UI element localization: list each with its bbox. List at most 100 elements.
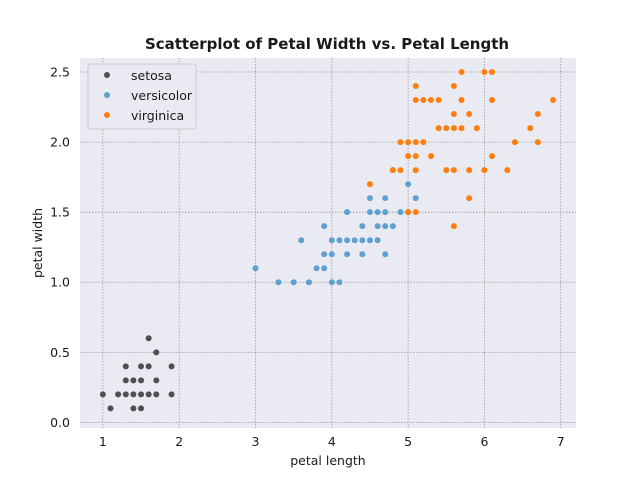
point-versicolor [305,279,312,286]
point-virginica [405,209,412,216]
point-versicolor [374,209,381,216]
point-versicolor [382,195,389,202]
point-virginica [489,153,496,160]
point-versicolor [397,209,404,216]
point-virginica [389,167,396,174]
y-tick-label: 2.0 [50,135,70,150]
point-versicolor [252,265,259,272]
point-versicolor [336,237,343,244]
point-setosa [122,391,129,398]
point-virginica [412,167,419,174]
point-versicolor [313,265,320,272]
legend-label-virginica: virginica [131,108,184,123]
point-virginica [450,167,457,174]
point-setosa [122,377,129,384]
point-versicolor [366,237,373,244]
x-tick-label: 1 [99,434,107,449]
point-virginica [366,181,373,188]
point-setosa [107,405,114,412]
legend-label-setosa: setosa [131,68,172,83]
point-versicolor [351,237,358,244]
point-virginica [397,139,404,146]
legend: setosa versicolor virginica [87,63,197,130]
point-versicolor [344,237,351,244]
point-setosa [130,405,137,412]
point-versicolor [366,209,373,216]
point-virginica [511,139,518,146]
point-versicolor [359,237,366,244]
x-tick-label: 4 [328,434,336,449]
point-virginica [428,97,435,104]
point-versicolor [374,223,381,230]
legend-marker-versicolor [104,92,110,98]
point-virginica [534,139,541,146]
point-virginica [428,153,435,160]
point-virginica [458,125,465,132]
point-versicolor [359,223,366,230]
point-virginica [450,125,457,132]
point-versicolor [382,223,389,230]
point-versicolor [389,223,396,230]
point-virginica [412,139,419,146]
point-setosa [168,391,175,398]
point-virginica [405,153,412,160]
x-tick-label: 2 [175,434,183,449]
point-setosa [153,391,160,398]
point-versicolor [328,251,335,258]
point-setosa [145,391,152,398]
point-versicolor [344,209,351,216]
y-axis-ticks: 0.0 0.5 1.0 1.5 2.0 2.5 [50,65,70,430]
chart-title: Scatterplot of Petal Width vs. Petal Len… [145,35,509,53]
point-virginica [412,153,419,160]
point-virginica [412,209,419,216]
point-versicolor [359,251,366,258]
x-tick-label: 5 [404,434,412,449]
x-axis-label: petal length [290,453,365,468]
point-virginica [412,83,419,90]
data-points [99,69,557,412]
point-versicolor [321,223,328,230]
point-setosa [153,349,160,356]
point-versicolor [328,279,335,286]
point-virginica [466,167,473,174]
legend-label-versicolor: versicolor [131,88,193,103]
point-virginica [527,125,534,132]
y-tick-label: 1.5 [50,205,70,220]
point-versicolor [275,279,282,286]
point-virginica [412,97,419,104]
x-tick-label: 7 [557,434,565,449]
y-tick-label: 0.0 [50,415,70,430]
point-virginica [489,69,496,76]
point-versicolor [382,209,389,216]
point-virginica [466,195,473,202]
x-tick-label: 6 [480,434,488,449]
legend-box [87,63,197,130]
point-virginica [420,139,427,146]
point-virginica [481,167,488,174]
point-setosa [130,377,137,384]
point-setosa [122,363,129,370]
point-virginica [450,83,457,90]
y-axis-label: petal width [30,208,45,278]
point-setosa [130,391,137,398]
point-versicolor [321,265,328,272]
point-setosa [115,391,122,398]
point-setosa [138,391,145,398]
point-setosa [153,377,160,384]
point-setosa [99,391,106,398]
point-versicolor [405,181,412,188]
point-versicolor [366,195,373,202]
point-setosa [145,335,152,342]
point-versicolor [290,279,297,286]
point-setosa [145,363,152,370]
point-virginica [405,139,412,146]
point-setosa [138,363,145,370]
point-virginica [435,125,442,132]
point-versicolor [382,251,389,258]
point-virginica [443,167,450,174]
point-virginica [443,125,450,132]
point-virginica [450,111,457,118]
legend-marker-virginica [104,112,110,118]
point-virginica [458,97,465,104]
